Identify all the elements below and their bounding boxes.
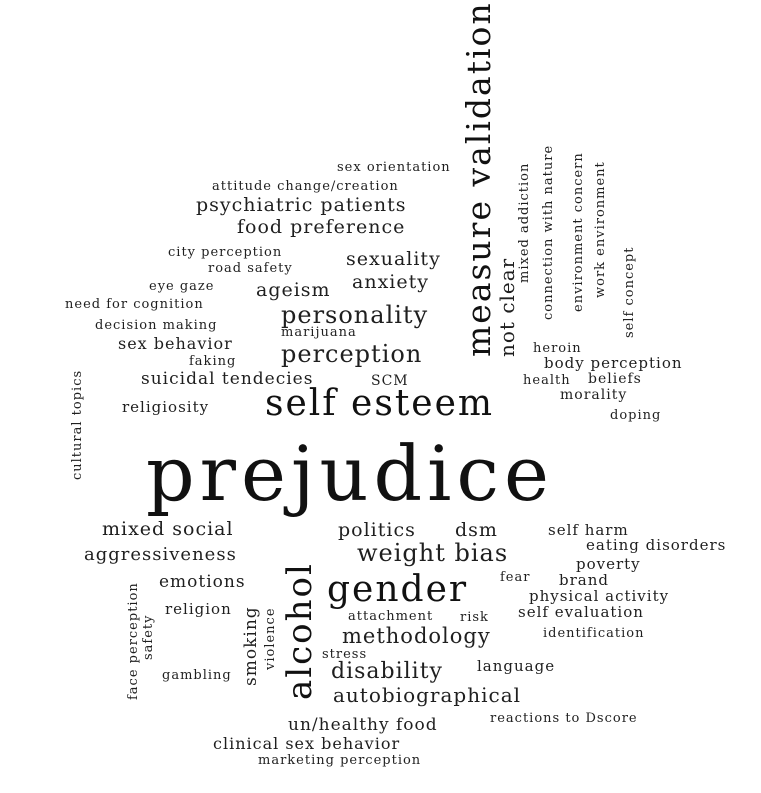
word-brand: brand [559,571,609,589]
word-clinical-sex-behavior: clinical sex behavior [213,734,401,753]
word-self-evaluation: self evaluation [518,603,644,621]
word-beliefs: beliefs [588,371,642,387]
word-poverty: poverty [576,555,641,573]
word-morality: morality [560,387,628,403]
word-smoking: smoking [241,606,261,686]
word-body-perception: body perception [544,354,683,372]
word-need-for-cognition: need for cognition [65,297,204,312]
word-politics: politics [338,519,416,541]
word-religiosity: religiosity [122,398,210,416]
word-violence: violence [263,607,278,670]
word-scm: SCM [371,373,409,389]
word-mixed-social: mixed social [102,518,234,540]
word-measure-validation: measure validation [459,1,498,357]
word-methodology: methodology [342,624,491,648]
word-identification: identification [543,626,645,641]
word-face-perception: face perception [126,582,141,700]
word-personality: personality [281,301,429,329]
word-decision-making: decision making [95,318,218,333]
word-health: health [523,373,571,388]
word-dsm: dsm [455,519,498,541]
word-eye-gaze: eye gaze [149,279,215,294]
word-autobiographical: autobiographical [333,683,522,707]
word-road-safety: road safety [208,261,293,276]
word-stress: stress [322,647,368,662]
word-work-environment: work environment [593,161,608,298]
word-un-healthy-food: un/healthy food [288,715,438,735]
word-prejudice: prejudice [146,429,554,518]
word-suicidal-tendecies: suicidal tendecies [141,369,314,389]
word-self-esteem: self esteem [265,383,495,424]
word-environment-concern: environment concern [571,152,586,312]
word-anxiety: anxiety [352,271,429,293]
word-heroin: heroin [533,341,582,356]
word-ageism: ageism [256,279,331,301]
word-attachment: attachment [348,609,434,624]
word-aggressiveness: aggressiveness [84,544,237,565]
word-alcohol: alcohol [280,562,320,700]
word-faking: faking [189,354,237,369]
word-sexuality: sexuality [346,248,441,270]
word-self-concept: self concept [622,246,637,338]
word-eating-disorders: eating disorders [586,536,727,554]
word-sex-behavior: sex behavior [118,334,233,353]
word-gambling: gambling [162,668,232,683]
word-disability: disability [331,659,443,684]
word-safety: safety [141,614,156,661]
word-city-perception: city perception [168,245,283,260]
word-perception: perception [281,340,423,368]
word-physical-activity: physical activity [529,587,670,605]
word-marketing-perception: marketing perception [258,753,422,768]
word-religion: religion [165,600,232,618]
word-language: language [477,657,556,675]
word-mixed-addiction: mixed addiction [517,162,532,283]
word-self-harm: self harm [548,521,629,539]
word-sex-orientation: sex orientation [337,160,451,175]
word-weight-bias: weight bias [357,539,509,567]
word-psychiatric-patients: psychiatric patients [196,194,407,216]
word-risk: risk [460,610,489,625]
word-fear: fear [500,570,531,585]
word-marijuana: marijuana [281,325,357,340]
word-doping: doping [610,408,662,423]
word-reactions-to-dscore: reactions to Dscore [490,711,638,726]
word-cultural-topics: cultural topics [70,369,85,480]
word-not-clear: not clear [495,257,519,357]
word-attitude-change-creation: attitude change/creation [212,179,399,194]
word-connection-with-nature: connection with nature [541,144,556,320]
word-food-preference: food preference [237,216,406,238]
word-gender: gender [327,569,469,610]
word-emotions: emotions [159,572,246,592]
